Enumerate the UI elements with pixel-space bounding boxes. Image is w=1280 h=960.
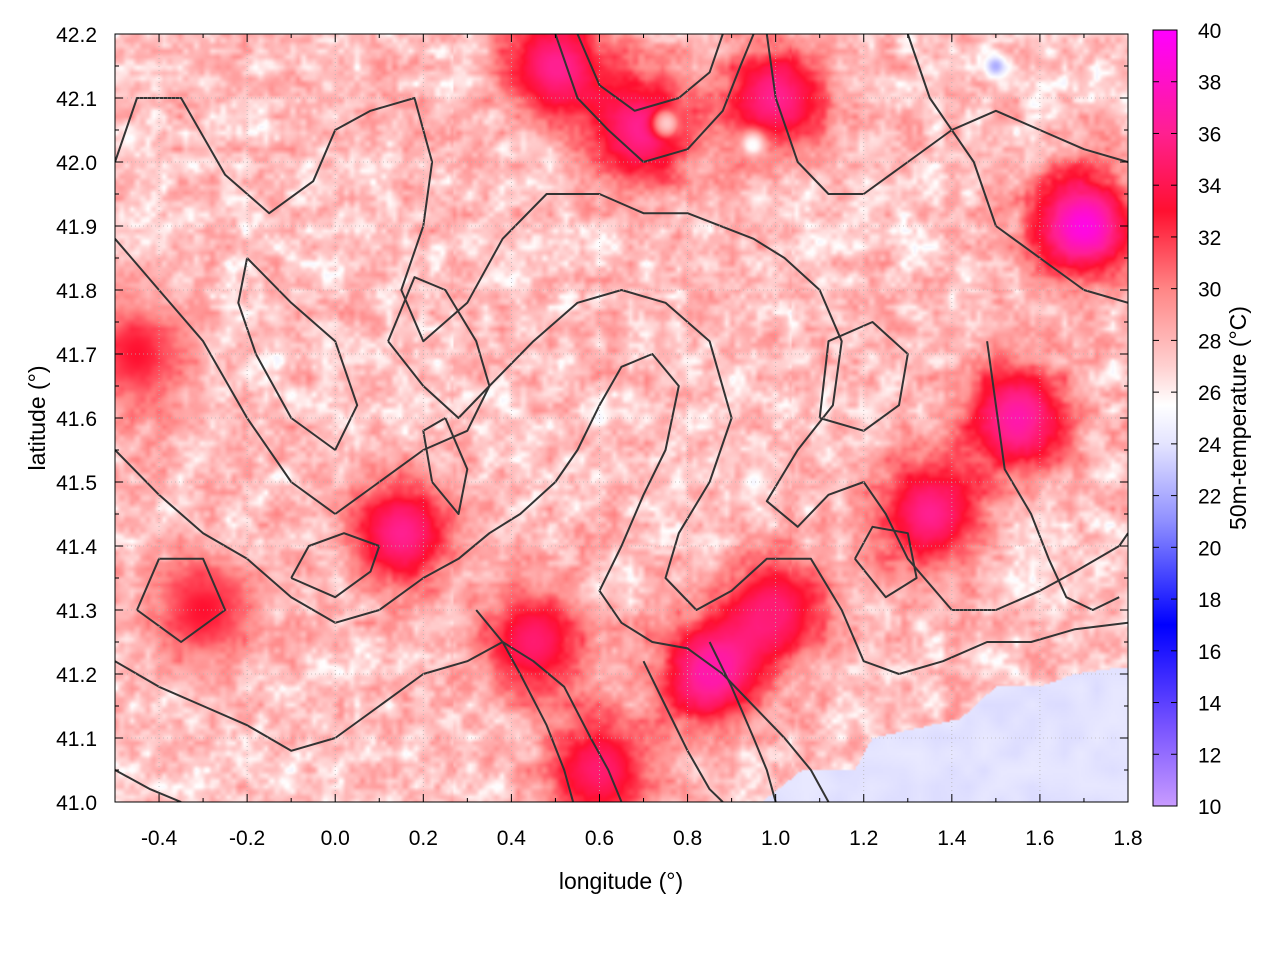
colorbar-tick-label: 34	[1198, 175, 1222, 198]
y-tick-label: 41.8	[56, 280, 97, 303]
colorbar-tick-label: 16	[1198, 641, 1221, 664]
contour-line	[115, 769, 182, 802]
contour-line	[554, 34, 755, 163]
x-tick-label: 0.0	[321, 827, 350, 850]
x-tick-label: 1.6	[1025, 827, 1054, 850]
x-tick-label: 0.2	[409, 827, 438, 850]
y-tick-label: 41.1	[56, 728, 97, 751]
x-tick-label: -0.2	[229, 827, 265, 850]
contour-line	[576, 34, 724, 112]
y-tick-label: 41.2	[56, 664, 97, 687]
x-tick-label: 1.0	[761, 827, 790, 850]
grid-lines	[115, 33, 1129, 803]
contour-line	[422, 417, 469, 515]
x-tick-label: 0.4	[497, 827, 527, 850]
y-tick-label: 41.6	[56, 408, 97, 431]
x-tick-label: 1.2	[849, 827, 878, 850]
colorbar-tick-label: 40	[1198, 20, 1221, 43]
y-axis: 41.0 41.1 41.2 41.3 41.4 41.5 41.6 41.7 41.8 41.9…	[56, 24, 1128, 815]
colorbar-tick-label: 10	[1198, 796, 1221, 819]
y-axis-label: latitude (°)	[24, 365, 50, 470]
colorbar-tick-label: 14	[1198, 693, 1222, 716]
y-tick-label: 42.2	[56, 24, 97, 47]
colorbar-tick-label: 24	[1198, 434, 1222, 457]
x-tick-label: 0.8	[673, 827, 702, 850]
colorbar-tick-label: 26	[1198, 382, 1221, 405]
x-axis-label: longitude (°)	[559, 868, 683, 894]
colorbar-tick-label: 28	[1198, 330, 1221, 353]
colorbar-tick-label: 36	[1198, 123, 1221, 146]
y-tick-label: 42.0	[56, 152, 97, 175]
y-tick-label: 42.1	[56, 88, 97, 111]
y-tick-label: 41.9	[56, 216, 97, 239]
contour-line	[387, 276, 491, 419]
x-tick-label: -0.4	[141, 827, 178, 850]
contour-line	[115, 353, 830, 802]
colorbar-tick-label: 20	[1198, 537, 1221, 560]
y-tick-label: 41.5	[56, 472, 97, 495]
temperature-heatmap	[115, 34, 1128, 802]
x-tick-label: 1.8	[1113, 827, 1142, 850]
colorbar-tick-label: 30	[1198, 279, 1221, 302]
colorbar-tick-label: 22	[1198, 486, 1221, 509]
x-tick-label: 1.4	[937, 827, 967, 850]
x-tick-label: 0.6	[585, 827, 614, 850]
contour-line	[136, 557, 227, 643]
colorbar	[1152, 29, 1178, 807]
colorbar-tick-label: 12	[1198, 744, 1221, 767]
colorbar-tick-label: 18	[1198, 589, 1221, 612]
colorbar-tick-label: 32	[1198, 227, 1221, 250]
colorbar-label: 50m-temperature (°C)	[1225, 306, 1251, 530]
y-tick-label: 41.4	[56, 536, 97, 559]
colorbar-axis: 10 12 14 16 18 20 22 24 26 28 30 32 34 36 38 40	[1153, 20, 1222, 819]
colorbar-tick-label: 38	[1198, 72, 1221, 95]
x-axis: -0.4 -0.2 0.0 0.2 0.4 0.6 0.8 1.0 1.2 1.4 1.6 1.8	[141, 34, 1143, 850]
contour-line	[475, 609, 575, 802]
contour-line	[986, 341, 1120, 611]
contour-line	[854, 525, 918, 599]
y-tick-label: 41.3	[56, 600, 97, 623]
y-tick-label: 41.7	[56, 344, 97, 367]
contour-line	[708, 641, 777, 802]
y-tick-label: 41.0	[56, 792, 97, 815]
